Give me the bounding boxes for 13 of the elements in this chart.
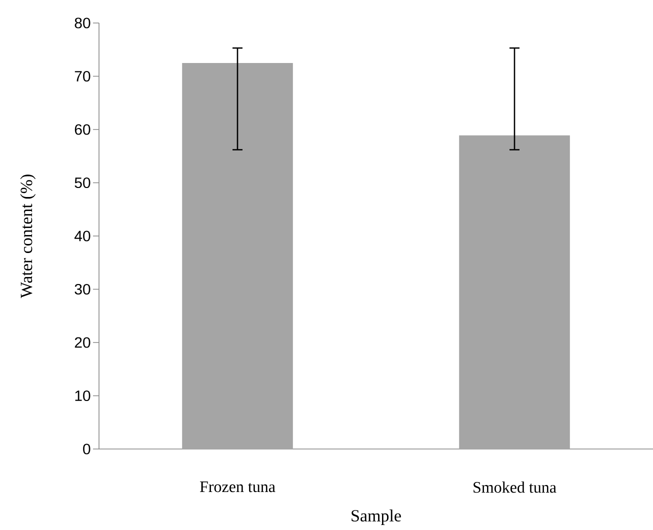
y-tick-label: 20	[74, 337, 90, 348]
y-tick-label: 50	[74, 177, 90, 188]
y-tick-label: 70	[74, 70, 90, 82]
y-tick-label: 40	[74, 230, 90, 242]
y-tick-label: 0	[83, 444, 90, 454]
y-axis-title: Water content (%)	[20, 174, 36, 298]
x-axis-title: Sample	[352, 510, 401, 525]
x-tick-label: Smoked tuna	[474, 481, 556, 493]
x-tick-label: Frozen tuna	[200, 481, 276, 492]
y-tick-label: 80	[74, 18, 90, 28]
y-tick-label: 30	[74, 284, 90, 295]
y-tick-label: 60	[74, 124, 90, 135]
y-tick-label: 10	[75, 390, 90, 402]
